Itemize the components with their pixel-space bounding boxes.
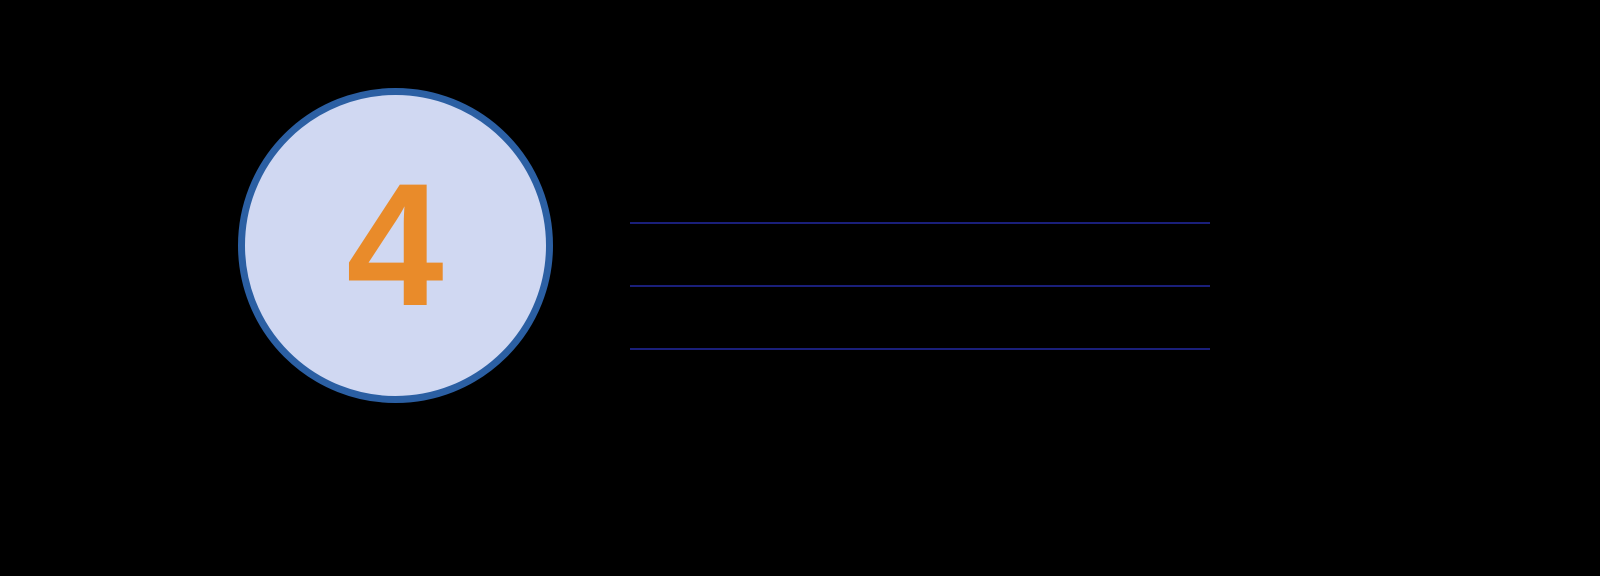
horizontal-line-3 <box>630 348 1210 350</box>
horizontal-line-1 <box>630 222 1210 224</box>
circle-number-text: 4 <box>346 158 443 333</box>
horizontal-line-2 <box>630 285 1210 287</box>
number-circle: 4 <box>238 88 553 403</box>
